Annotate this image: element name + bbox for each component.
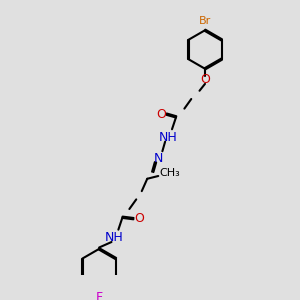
Text: NH: NH bbox=[105, 231, 124, 244]
Text: F: F bbox=[96, 290, 103, 300]
Text: NH: NH bbox=[158, 131, 177, 144]
Text: O: O bbox=[200, 73, 210, 86]
Text: O: O bbox=[156, 108, 166, 121]
Text: Br: Br bbox=[199, 16, 211, 26]
Text: N: N bbox=[154, 152, 163, 165]
Text: CH₃: CH₃ bbox=[159, 168, 180, 178]
Text: O: O bbox=[134, 212, 144, 225]
